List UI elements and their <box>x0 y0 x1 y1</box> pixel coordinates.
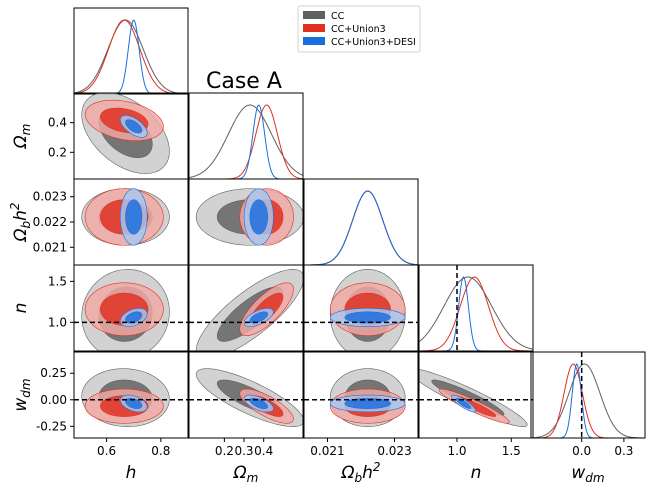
x-tick-label: 0.3 <box>614 444 633 458</box>
y-tick-label: 0.00 <box>40 393 67 407</box>
legend-box <box>297 5 421 53</box>
contour-inner-CC+Union3+DESI <box>344 311 391 324</box>
panel-wdm-vs-Obh2: 0.021 0.023 <box>303 351 419 458</box>
panel-wdm-vs-wdm: 0.0 0.3 <box>530 351 646 458</box>
marginal-curve-CC+Union3+DESI <box>304 190 418 265</box>
contour-inner-CC+Union3+DESI <box>125 398 143 409</box>
y-tick-label: 0.25 <box>40 366 67 380</box>
contour-inner-CC+Union3+DESI <box>125 119 143 134</box>
panel-frame <box>188 264 304 352</box>
x-tick-label: 0.6 <box>97 444 116 458</box>
panel-n-vs-n <box>418 264 534 352</box>
panel-wdm-vs-Om: 0.2 0.3 0.4 <box>188 351 304 458</box>
y-axis-label-Obh2: Ωbh2 <box>8 202 33 242</box>
y-tick-label: 0.021 <box>33 240 67 254</box>
panel-frame <box>530 351 646 439</box>
marginal-curve-CC <box>419 276 533 350</box>
y-tick-label: 1.0 <box>48 315 67 329</box>
marginal-curve-CC+Union3 <box>189 104 303 179</box>
legend-swatch-CC <box>303 11 325 19</box>
marginal-curve-CC+Union3+DESI <box>531 363 645 438</box>
panel-frame <box>418 351 534 439</box>
x-tick-label: 1.5 <box>502 444 521 458</box>
marginal-curve-CC+Union3 <box>419 276 533 351</box>
panel-Obh2-vs-h: 0.021 0.022 0.023 <box>33 178 189 266</box>
panel-Obh2-vs-Om <box>188 178 304 266</box>
panel-frame <box>188 351 304 439</box>
marginal-curve-CC <box>74 19 188 94</box>
x-axis-label-h: h <box>126 463 137 483</box>
panel-n-vs-h: 1.0 1.5 <box>48 264 189 352</box>
y-axis-label-Om: Ωm <box>11 124 33 150</box>
legend-label-CC+Union3: CC+Union3 <box>331 24 386 35</box>
x-tick-label: 1.0 <box>447 444 466 458</box>
panel-frame <box>303 351 419 439</box>
panel-h-vs-h <box>73 7 189 95</box>
y-axis-label-n: n <box>11 303 31 314</box>
panel-frame <box>303 264 419 352</box>
panel-wdm-vs-h: 0.6 0.8 -0.25 0.00 0.25 <box>36 351 189 458</box>
x-axis-label-wdm: wdm <box>571 463 604 485</box>
marginal-curve-CC <box>304 190 418 265</box>
panel-wdm-vs-n: 1.0 1.5 <box>418 351 534 458</box>
panel-Om-vs-h: 0.2 0.4 <box>48 92 189 180</box>
panel-Obh2-vs-Obh2 <box>303 178 419 266</box>
legend: CC CC+Union3 CC+Union3+DESI <box>297 5 421 53</box>
marginal-curve-CC+Union3+DESI <box>74 19 188 94</box>
panel-frame <box>303 178 419 266</box>
y-tick-label: 0.022 <box>33 215 67 229</box>
axis-labels: h Ωm Ωbh2 n wdm Ωm Ωbh2 n wdm <box>8 124 605 485</box>
panel-n-vs-Om <box>188 264 304 352</box>
marginal-curve-CC+Union3 <box>304 190 418 265</box>
contour-inner-CC+Union3+DESI <box>125 311 143 324</box>
y-axis-label-wdm: wdm <box>11 378 33 411</box>
x-tick-label: 0.8 <box>151 444 170 458</box>
chart-title: Case A <box>206 69 282 94</box>
x-tick-label: 0.023 <box>377 444 411 458</box>
contour-inner-CC+Union3+DESI <box>249 199 269 235</box>
x-tick-label: 0.0 <box>572 444 591 458</box>
x-axis-label-Obh2: Ωbh2 <box>340 460 380 485</box>
legend-label-CC: CC <box>331 11 345 22</box>
contour-inner-CC+Union3+DESI <box>344 398 391 409</box>
y-tick-label: 1.5 <box>48 274 67 288</box>
panel-frame <box>73 351 189 439</box>
contour-inner-CC+Union3+DESI <box>455 398 472 409</box>
contour-inner-CC+Union3+DESI <box>249 311 269 324</box>
contour-inner-CC+Union3+DESI <box>249 398 269 409</box>
y-tick-label: -0.25 <box>36 419 67 433</box>
panel-frame <box>418 264 534 352</box>
panel-n-vs-Obh2 <box>303 264 419 352</box>
x-tick-label: 0.021 <box>310 444 344 458</box>
panel-Om-vs-Om <box>188 92 304 180</box>
marginal-curve-CC <box>531 363 645 438</box>
marginal-curve-CC+Union3 <box>531 363 645 438</box>
x-tick-label: 0.3 <box>234 444 253 458</box>
y-tick-label: 0.023 <box>33 190 67 204</box>
x-tick-label: 0.2 <box>215 444 234 458</box>
contour-inner-CC+Union3+DESI <box>125 199 143 235</box>
marginal-curve-CC+Union3+DESI <box>419 276 533 351</box>
legend-swatch-CC+Union3 <box>303 24 325 32</box>
x-axis-label-n: n <box>471 463 482 483</box>
panel-frame <box>73 7 189 95</box>
x-tick-label: 0.4 <box>254 444 273 458</box>
legend-swatch-CC+Union3+DESI <box>303 37 325 45</box>
x-axis-label-Om: Ωm <box>233 463 259 485</box>
legend-label-CC+Union3+DESI: CC+Union3+DESI <box>331 37 416 48</box>
y-tick-label: 0.4 <box>48 116 67 130</box>
panel-frame <box>73 264 189 352</box>
y-tick-label: 0.2 <box>48 145 67 159</box>
